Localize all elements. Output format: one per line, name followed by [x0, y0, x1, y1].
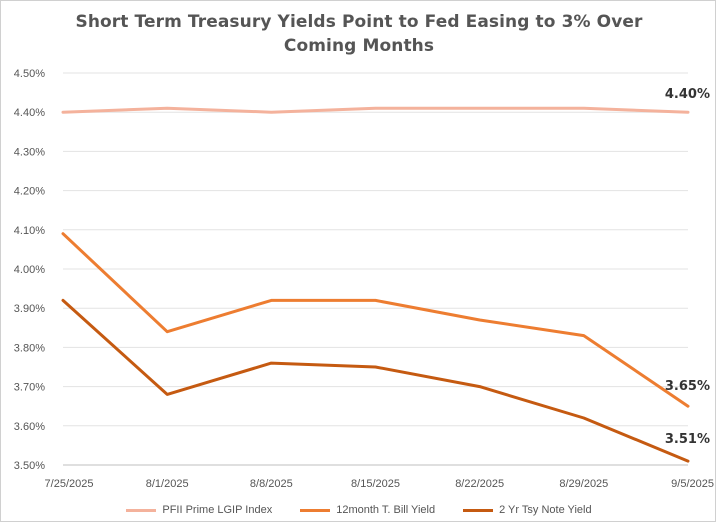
x-tick-label: 8/15/2025	[351, 478, 400, 490]
y-tick-label: 4.00%	[14, 264, 45, 276]
y-tick-label: 3.90%	[14, 303, 45, 315]
y-tick-label: 4.10%	[14, 225, 45, 237]
legend-swatch-lgip	[126, 508, 157, 512]
legend-swatch-tbill	[300, 508, 331, 512]
y-tick-label: 3.60%	[14, 421, 45, 433]
gridlines	[63, 72, 688, 466]
legend-label-2yr: 2 Yr Tsy Note Yield	[499, 504, 592, 516]
x-tick-label: 9/5/2025	[671, 478, 714, 490]
legend: PFII Prime LGIP Index 12month T. Bill Yi…	[0, 500, 718, 520]
x-tick-label: 8/8/2025	[250, 478, 293, 490]
legend-label-tbill: 12month T. Bill Yield	[336, 504, 436, 516]
series-lines	[61, 106, 690, 463]
legend-label-lgip: PFII Prime LGIP Index	[162, 504, 273, 516]
y-tick-label: 3.50%	[14, 460, 45, 472]
x-tick-label: 8/22/2025	[455, 478, 504, 490]
x-axis-ticks: 7/25/2025 8/1/2025 8/8/2025 8/15/2025 8/22/2…	[45, 478, 714, 490]
y-tick-label: 3.70%	[14, 382, 45, 394]
y-tick-label: 4.30%	[14, 146, 45, 158]
end-label-tbill: 3.65%	[665, 379, 710, 394]
x-tick-label: 8/1/2025	[146, 478, 189, 490]
legend-swatch-2yr	[463, 508, 494, 512]
legend-item-2yr: 2 Yr Tsy Note Yield	[463, 504, 592, 516]
legend-item-tbill: 12month T. Bill Yield	[300, 504, 435, 516]
end-labels: 4.40% 3.65% 3.51%	[665, 87, 710, 447]
x-tick-label: 7/25/2025	[45, 478, 94, 490]
x-tick-label: 8/29/2025	[559, 478, 608, 490]
series-line-tbill	[61, 232, 690, 408]
legend-item-lgip: PFII Prime LGIP Index	[126, 504, 272, 516]
end-label-2yr: 3.51%	[665, 432, 710, 447]
y-axis-ticks: 3.50% 3.60% 3.70% 3.80% 3.90% 4.00% 4.10% 4.20%…	[14, 68, 45, 472]
y-tick-label: 4.50%	[14, 68, 45, 80]
line-chart: 3.50% 3.60% 3.70% 3.80% 3.90% 4.00% 4.10% 4.20%…	[14, 68, 714, 490]
y-tick-label: 4.40%	[14, 107, 45, 119]
series-line-lgip	[61, 106, 690, 114]
series-line-2yr	[61, 298, 690, 463]
end-label-lgip: 4.40%	[665, 87, 710, 102]
chart-title-line1: Short Term Treasury Yields Point to Fed …	[75, 12, 643, 32]
y-tick-label: 4.20%	[14, 186, 45, 198]
y-tick-label: 3.80%	[14, 342, 45, 354]
chart-title-line2: Coming Months	[283, 36, 435, 56]
